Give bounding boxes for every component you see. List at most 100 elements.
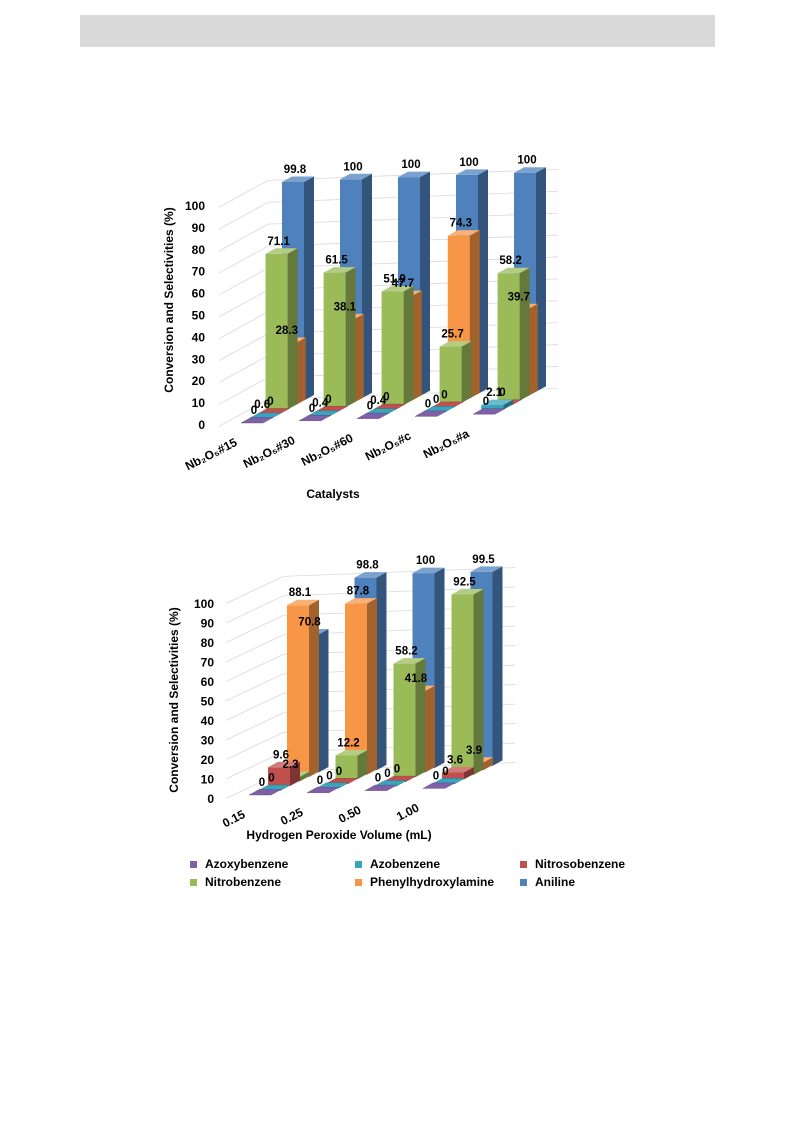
bar-side: [290, 761, 300, 786]
x-tick-label: 0.25: [278, 805, 305, 828]
x-tick-label: Nb₂O₅#60: [299, 431, 356, 469]
bar-floor-tile: [364, 784, 398, 791]
x-tick-label: Nb₂O₅#a: [421, 426, 472, 461]
bar-top: [268, 761, 300, 768]
side-gridline: [218, 201, 269, 230]
bar-nitrobenzene-1: [323, 267, 356, 408]
data-label: 38.1: [334, 301, 357, 313]
side-gridline: [218, 355, 269, 383]
bar-top: [287, 599, 319, 606]
bar-side: [473, 589, 484, 775]
data-label: 92.5: [453, 577, 476, 589]
side-gridline: [218, 311, 269, 340]
bar-azoxybenzene-1: [306, 787, 340, 793]
bar-side: [434, 567, 445, 769]
x-axis-title: Hydrogen Peroxide Volume (mL): [246, 828, 431, 842]
bar-top: [470, 566, 503, 572]
bar-nitrobenzene-3: [451, 589, 484, 775]
bar-side: [353, 313, 364, 403]
bar-top: [345, 598, 377, 604]
y-tick-label: 80: [201, 636, 215, 650]
data-label: 3.6: [447, 754, 463, 766]
legend-swatch: [355, 878, 362, 886]
data-label: 9.6: [273, 749, 289, 761]
bar-top: [282, 176, 314, 182]
bar-side: [367, 598, 377, 775]
y-tick-label: 50: [201, 695, 215, 709]
side-gridline: [226, 614, 284, 643]
bar-front: [287, 605, 309, 777]
data-label: 39.7: [508, 291, 530, 303]
bar-top: [335, 750, 368, 756]
side-gridline: [218, 377, 269, 405]
y-tick-label: 60: [192, 287, 206, 301]
legend-item-azobenzene: Azobenzene: [355, 857, 440, 871]
bar-nitrobenzene-0: [265, 248, 298, 410]
bar-top: [514, 167, 546, 173]
bar-phenylhydroxylamine-1: [345, 598, 377, 775]
data-label: 47.7: [392, 278, 414, 290]
data-label: 61.5: [325, 255, 348, 267]
bar-front: [268, 767, 290, 786]
bar-top: [265, 248, 298, 254]
bar-front: [265, 253, 288, 410]
data-label: 74.3: [450, 218, 472, 230]
bar-floor-tile: [240, 417, 274, 424]
bar-nitrobenzene-4: [497, 267, 530, 401]
bar-azoxybenzene-2: [364, 784, 398, 791]
bar-side: [420, 171, 430, 397]
data-label: 0.6: [254, 399, 270, 411]
bar-side: [362, 173, 372, 399]
x-tick-label: Nb₂O₅#30: [241, 433, 298, 471]
data-label: 0.4: [312, 397, 329, 409]
bar-front: [451, 594, 474, 775]
data-label: 0: [425, 398, 431, 410]
y-tick-label: 10: [201, 773, 215, 787]
bar-side: [464, 766, 474, 780]
legend-item-nitrosobenzene: Nitrosobenzene: [520, 857, 625, 871]
legend-label: Phenylhydroxylamine: [370, 875, 495, 889]
y-tick-label: 100: [194, 597, 214, 611]
data-label: 51.9: [383, 273, 405, 285]
bar-side: [295, 337, 306, 405]
legend-label: Aniline: [535, 875, 576, 889]
data-label: 98.8: [356, 560, 379, 572]
data-label: 28.3: [276, 325, 298, 337]
data-label: 0: [499, 387, 505, 399]
data-label: 0: [317, 775, 323, 787]
bar-side: [469, 230, 480, 399]
y-tick-label: 0: [198, 418, 205, 432]
bar-side: [309, 599, 319, 777]
legend-swatch: [355, 860, 362, 868]
bar-top: [323, 267, 356, 273]
bar-floor-tile: [356, 412, 390, 419]
hydrogen-peroxide-chart: 0 10 20 30 40 50 60 70 80 90 100 Conversion and Sel…: [167, 554, 516, 842]
data-label: 100: [517, 155, 536, 167]
data-label: 0: [326, 770, 332, 782]
bar-side: [519, 267, 530, 401]
bar-floor-tile: [248, 789, 282, 796]
side-gridline: [226, 634, 284, 663]
bar-top: [340, 173, 372, 180]
legend-item-nitrobenzene: Nitrobenzene: [190, 875, 281, 889]
side-gridline: [226, 731, 284, 760]
bar-side: [318, 628, 329, 773]
data-label: 0: [336, 766, 342, 778]
legend-swatch: [190, 878, 197, 886]
legend-swatch: [520, 878, 527, 886]
bar-front: [335, 755, 358, 780]
legend-swatch: [520, 860, 527, 868]
y-tick-label: 40: [201, 714, 215, 728]
data-label: 41.8: [405, 673, 428, 685]
data-label: 0: [383, 392, 389, 404]
bar-azoxybenzene-2: [356, 412, 390, 419]
bar-top: [451, 589, 484, 595]
data-label: 0: [394, 764, 400, 776]
bar-side: [376, 572, 387, 771]
bar-side: [425, 685, 435, 773]
data-label: 100: [401, 159, 420, 171]
bar-floor-tile: [298, 415, 332, 421]
bar-side: [527, 303, 538, 397]
side-gridline: [218, 223, 269, 252]
data-label: 0: [442, 766, 448, 778]
